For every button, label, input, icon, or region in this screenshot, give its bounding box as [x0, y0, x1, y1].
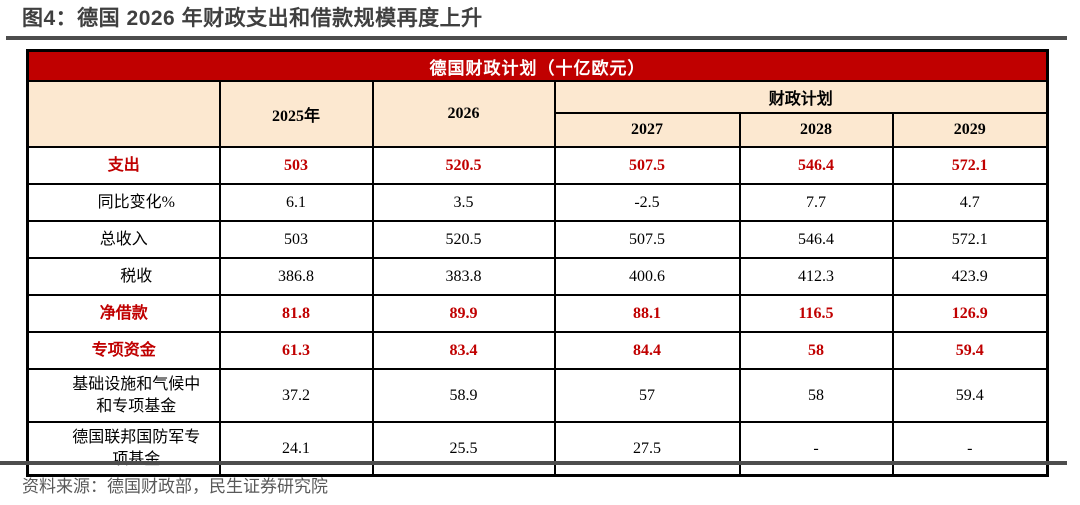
cell-value: 520.5 [371, 220, 556, 259]
cell-value: 116.5 [738, 294, 894, 333]
column-header-2025: 2025年 [218, 80, 374, 148]
row-label: 基础设施和气候中 和专项基金 [26, 368, 221, 423]
cell-value: 37.2 [218, 368, 374, 423]
column-header-2029: 2029 [891, 112, 1049, 148]
cell-value: 546.4 [738, 146, 894, 185]
column-group-fiscal-plan: 财政计划 [553, 80, 1049, 114]
cell-value: 24.1 [218, 421, 374, 477]
cell-value: 546.4 [738, 220, 894, 259]
cell-value: 520.5 [371, 146, 556, 185]
table-row-total-revenue: 总收入 503 520.5 507.5 546.4 572.1 [26, 220, 1049, 259]
title-underline-divider [6, 36, 1067, 40]
cell-value: 27.5 [553, 421, 741, 477]
report-figure-page: 图4：德国 2026 年财政支出和借款规模再度上升 德国财政计划（十亿欧元） 2… [0, 4, 1080, 505]
table-banner-row: 德国财政计划（十亿欧元） [26, 49, 1049, 82]
cell-value: 4.7 [891, 183, 1049, 222]
column-header-2028: 2028 [738, 112, 894, 148]
table-row-expenditure: 支出 503 520.5 507.5 546.4 572.1 [26, 146, 1049, 185]
cell-value: 7.7 [738, 183, 894, 222]
cell-value: 25.5 [371, 421, 556, 477]
cell-value: - [738, 421, 894, 477]
row-label: 总收入 [26, 220, 221, 259]
row-label: 德国联邦国防军专 项基金 [26, 421, 221, 477]
cell-value: 503 [218, 146, 374, 185]
row-label: 同比变化% [26, 183, 221, 222]
cell-value: 58 [738, 368, 894, 423]
cell-value: 507.5 [553, 146, 741, 185]
row-label: 专项资金 [26, 331, 221, 370]
column-header-2026: 2026 [371, 80, 556, 148]
column-header-2027: 2027 [553, 112, 741, 148]
cell-value: 81.8 [218, 294, 374, 333]
cell-value: 58.9 [371, 368, 556, 423]
cell-value: 126.9 [891, 294, 1049, 333]
table-row-net-borrowing: 净借款 81.8 89.9 88.1 116.5 126.9 [26, 294, 1049, 333]
cell-value: 386.8 [218, 257, 374, 296]
table-header-years-row: 2027 2028 2029 [28, 112, 1049, 148]
source-text: 资料来源：德国财政部，民生证券研究院 [22, 477, 328, 496]
column-header-empty [26, 80, 221, 148]
cell-value: - [891, 421, 1049, 477]
cell-value: 84.4 [553, 331, 741, 370]
table-row-tax-revenue: 税收 386.8 383.8 400.6 412.3 423.9 [26, 257, 1049, 296]
cell-value: 507.5 [553, 220, 741, 259]
cell-value: 89.9 [371, 294, 556, 333]
cell-value: -2.5 [553, 183, 741, 222]
cell-value: 59.4 [891, 331, 1049, 370]
table-banner-title: 德国财政计划（十亿欧元） [26, 49, 1049, 82]
table-row-special-funds: 专项资金 61.3 83.4 84.4 58 59.4 [26, 331, 1049, 370]
table-header-group-row: 2025年 2026 财政计划 [26, 80, 1049, 148]
cell-value: 412.3 [738, 257, 894, 296]
row-label: 净借款 [26, 294, 221, 333]
figure-title: 图4：德国 2026 年财政支出和借款规模再度上升 [22, 7, 483, 30]
cell-value: 383.8 [371, 257, 556, 296]
row-label: 税收 [26, 257, 221, 296]
cell-value: 572.1 [891, 146, 1049, 185]
cell-value: 503 [218, 220, 374, 259]
cell-value: 61.3 [218, 331, 374, 370]
table-row-infrastructure-climate-fund: 基础设施和气候中 和专项基金 37.2 58.9 57 58 59.4 [26, 368, 1049, 423]
cell-value: 88.1 [553, 294, 741, 333]
cell-value: 572.1 [891, 220, 1049, 259]
cell-value: 423.9 [891, 257, 1049, 296]
row-label: 支出 [26, 146, 221, 185]
fiscal-plan-table: 德国财政计划（十亿欧元） 2025年 2026 财政计划 2027 2028 2… [26, 49, 1050, 477]
cell-value: 57 [553, 368, 741, 423]
cell-value: 83.4 [371, 331, 556, 370]
cell-value: 58 [738, 331, 894, 370]
cell-value: 400.6 [553, 257, 741, 296]
source-divider [0, 461, 1067, 465]
cell-value: 6.1 [218, 183, 374, 222]
table-row-yoy-change: 同比变化% 6.1 3.5 -2.5 7.7 4.7 [26, 183, 1049, 222]
cell-value: 59.4 [891, 368, 1049, 423]
cell-value: 3.5 [371, 183, 556, 222]
table-row-bundeswehr-fund: 德国联邦国防军专 项基金 24.1 25.5 27.5 - - [26, 421, 1049, 477]
